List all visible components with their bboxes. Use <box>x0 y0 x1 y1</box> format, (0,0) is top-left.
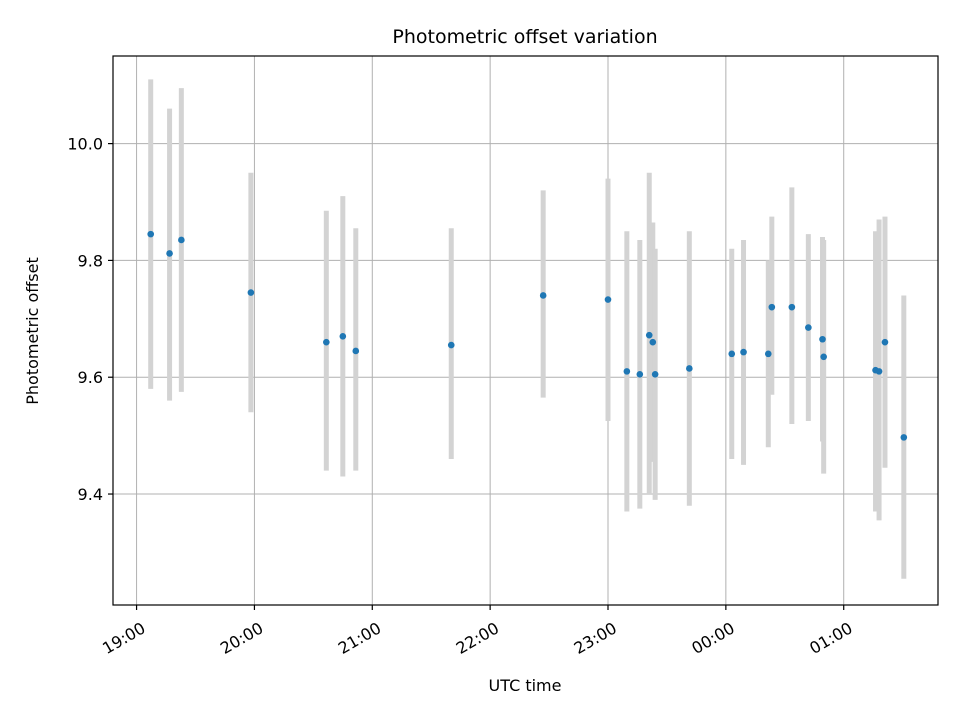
data-point <box>819 335 826 343</box>
data-point <box>900 434 908 441</box>
y-axis-label: Photometric offset <box>23 257 42 405</box>
data-point <box>875 368 883 375</box>
data-point <box>651 371 659 378</box>
data-point <box>178 236 185 244</box>
chart-title: Photometric offset variation <box>392 26 657 48</box>
data-point <box>788 303 796 311</box>
x-tick-label: 22:00 <box>453 618 502 658</box>
data-point <box>645 331 653 339</box>
x-tick-label: 23:00 <box>571 618 620 658</box>
x-axis-ticks: 19:00 20:00 21:00 22:00 23:00 00:00 01:00 <box>99 605 856 658</box>
data-point <box>147 230 155 238</box>
x-tick-label: 01:00 <box>806 618 855 658</box>
data-point <box>352 347 360 355</box>
data-point <box>805 324 812 331</box>
x-tick-label: 21:00 <box>335 618 384 658</box>
data-point <box>728 350 736 358</box>
data-point <box>686 365 693 372</box>
data-point <box>768 303 776 311</box>
data-point <box>604 296 612 303</box>
x-tick-label: 20:00 <box>217 618 266 658</box>
y-tick-label: 9.4 <box>78 485 103 504</box>
data-point <box>820 353 827 361</box>
grid-lines <box>113 56 938 605</box>
data-point <box>323 338 330 346</box>
data-points <box>147 230 908 441</box>
data-point <box>166 250 173 257</box>
data-point <box>339 333 347 340</box>
x-axis-label: UTC time <box>489 676 562 695</box>
y-tick-label: 9.8 <box>78 251 103 270</box>
y-axis-ticks: 9.4 9.6 9.8 10.0 <box>67 135 113 504</box>
x-tick-label: 19:00 <box>99 618 148 658</box>
data-point <box>447 341 455 349</box>
data-point <box>881 338 889 346</box>
y-tick-label: 10.0 <box>67 135 103 154</box>
data-point <box>740 348 747 356</box>
data-point <box>623 368 631 375</box>
error-bars <box>148 79 907 579</box>
data-point <box>649 338 657 346</box>
data-point <box>636 371 644 378</box>
plot-frame <box>112 55 939 606</box>
data-point <box>539 292 547 299</box>
y-tick-label: 9.6 <box>78 368 103 387</box>
x-tick-label: 00:00 <box>688 618 737 658</box>
data-point <box>764 350 772 358</box>
data-point <box>247 289 255 296</box>
